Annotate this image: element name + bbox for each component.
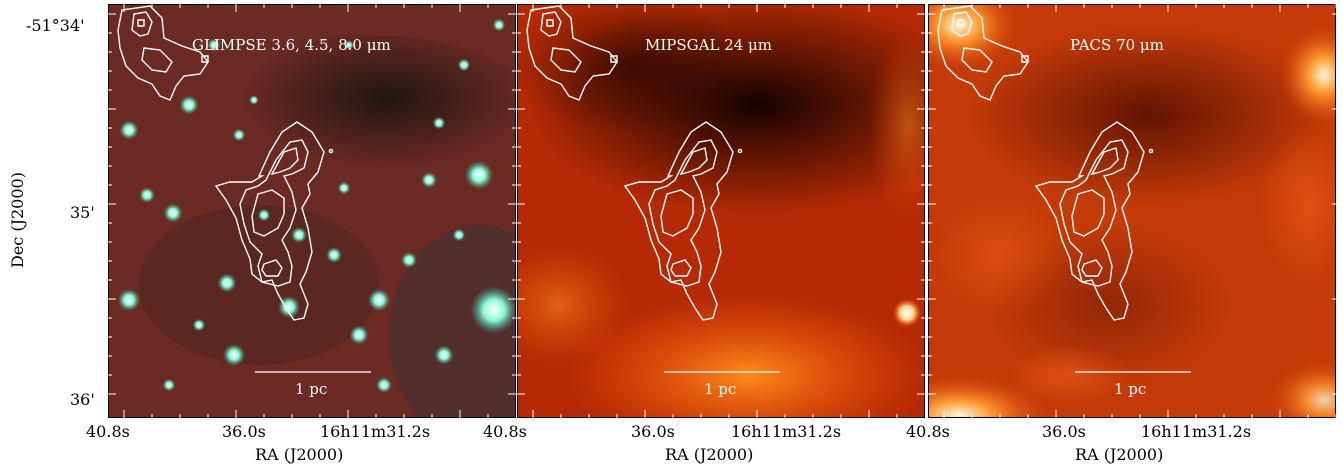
contour-peak — [1148, 148, 1154, 154]
scale-bar-label: 1 pc — [1114, 380, 1147, 398]
y-tick-label: 36' — [70, 390, 95, 409]
contour-line — [270, 147, 299, 176]
star — [376, 377, 392, 393]
contour-line — [623, 121, 734, 321]
star — [326, 247, 342, 263]
cloud-contour-set — [117, 5, 334, 321]
contour-line — [670, 259, 692, 277]
contour-line — [1071, 189, 1105, 237]
scale-bar-label: 1 pc — [704, 380, 737, 398]
x-tick-label: 36.0s — [1042, 422, 1086, 441]
star — [349, 325, 369, 345]
star — [163, 203, 183, 223]
contour-line — [961, 47, 993, 73]
star — [367, 288, 391, 312]
contour-line — [137, 19, 145, 27]
contour-line — [141, 47, 173, 73]
star — [139, 187, 155, 203]
star — [222, 343, 246, 367]
star — [207, 38, 221, 52]
contour-line — [117, 5, 209, 101]
contour-line — [937, 5, 1029, 101]
contour-line — [1059, 139, 1129, 287]
x-tick-label: 40.8s — [906, 422, 950, 441]
contour-peak — [737, 148, 743, 154]
contour-line — [1034, 121, 1145, 321]
x-tick-label: 16h11m31.2s — [320, 422, 431, 441]
x-tick-label: 16h11m31.2s — [731, 422, 842, 441]
image-panel-glimpse — [108, 4, 516, 418]
panel-label-mipsgal: MIPSGAL 24 μm — [645, 36, 773, 54]
contour-line — [526, 5, 618, 101]
contour-line — [660, 189, 694, 237]
contour-line — [214, 121, 325, 321]
star — [492, 18, 506, 32]
star — [162, 378, 176, 392]
contour-line — [251, 189, 285, 237]
x-tick-label: 40.8s — [483, 422, 527, 441]
glimpse-image — [109, 5, 515, 417]
star — [344, 40, 354, 50]
mipsgal-image — [518, 5, 924, 417]
star — [401, 252, 417, 268]
star — [117, 288, 141, 312]
cloud-contour-set — [937, 5, 1154, 321]
contour-line — [1081, 259, 1103, 277]
star — [119, 120, 139, 140]
contour-line — [239, 139, 309, 287]
x-tick-label: 36.0s — [631, 422, 675, 441]
contour-line — [610, 55, 618, 63]
contour-line — [540, 11, 562, 37]
star — [277, 295, 301, 319]
contour-line — [951, 11, 973, 37]
contour-line — [957, 19, 965, 27]
x-axis-label: RA (J2000) — [665, 445, 754, 464]
cloud-contour-set — [526, 5, 743, 321]
y-tick-label: 35' — [70, 203, 95, 222]
x-axis-label: RA (J2000) — [1075, 445, 1164, 464]
star — [470, 286, 515, 334]
contour-line — [261, 259, 283, 277]
x-tick-label: 16h11m31.2s — [1141, 422, 1252, 441]
star — [192, 318, 206, 332]
contour-line — [648, 139, 718, 287]
star — [457, 58, 471, 72]
x-axis-label: RA (J2000) — [255, 445, 344, 464]
star — [257, 208, 271, 222]
contour-line — [1090, 147, 1119, 176]
star — [337, 181, 351, 195]
star — [249, 95, 259, 105]
panel-label-glimpse: GLIMPSE 3.6, 4.5, 8.0 μm — [192, 36, 391, 54]
star — [452, 228, 466, 242]
image-panel-mipsgal — [517, 4, 925, 418]
x-tick-label: 36.0s — [222, 422, 266, 441]
contour-line — [1021, 55, 1029, 63]
star-field — [117, 18, 515, 393]
pacs-image — [929, 5, 1335, 417]
star — [232, 128, 246, 142]
star — [179, 95, 199, 115]
image-panel-pacs — [928, 4, 1336, 418]
x-tick-label: 40.8s — [86, 422, 130, 441]
star — [421, 172, 437, 188]
contour-line — [546, 19, 554, 27]
star — [217, 273, 237, 293]
contour-line — [679, 147, 708, 176]
contour-line — [131, 11, 153, 37]
star — [464, 160, 494, 190]
contour-line — [550, 47, 582, 73]
contour-line — [201, 55, 209, 63]
star — [291, 227, 307, 243]
scale-bar-label: 1 pc — [295, 380, 328, 398]
panel-label-pacs: PACS 70 μm — [1070, 36, 1164, 54]
contour-peak — [328, 148, 334, 154]
star — [434, 345, 454, 365]
y-tick-label: -51°34' — [26, 16, 85, 35]
star — [432, 116, 446, 130]
